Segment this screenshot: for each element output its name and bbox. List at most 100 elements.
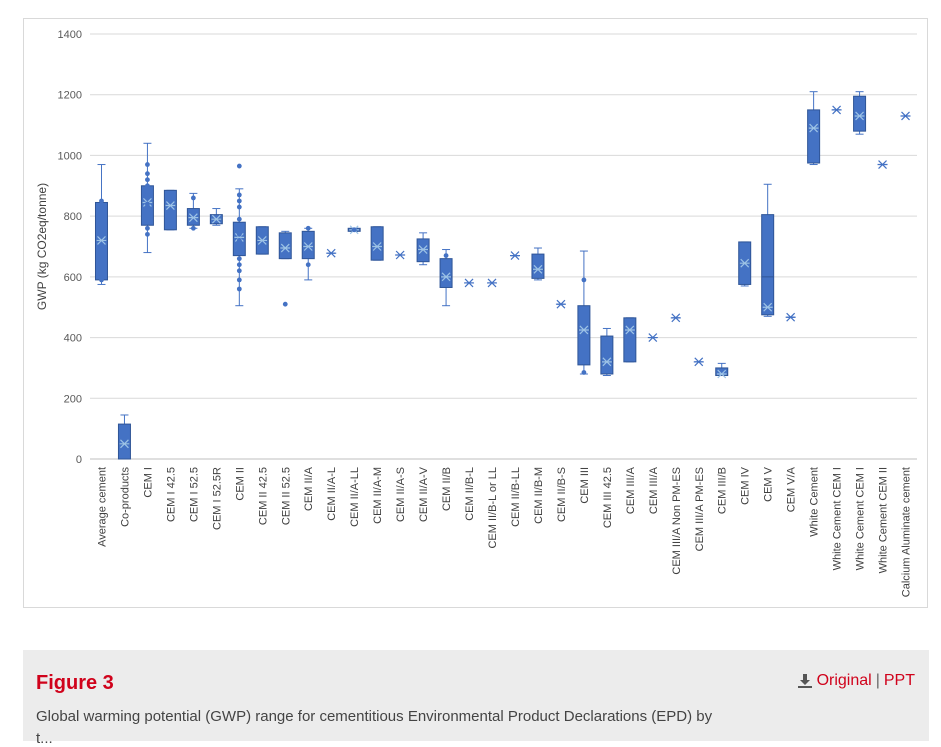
- box-21: [555, 299, 566, 309]
- x-tick-label: CEM II/B-S: [556, 467, 568, 522]
- box-iqr: [278, 232, 292, 260]
- x-tick-label: CEM III/A: [648, 466, 660, 514]
- box-plot-chart: 0 200 400 600 800 1000 1200 1400 GWP (kg CO2eq/t…: [35, 29, 917, 597]
- x-tick-label: Average cement: [96, 467, 108, 547]
- box-iqr: [370, 226, 384, 261]
- y-tick-label: 0: [76, 454, 82, 466]
- mean-marker: [372, 242, 383, 251]
- x-tick-label: CEM III/A PM-ES: [694, 467, 706, 551]
- x-tick-label: CEM II/A-V: [418, 466, 430, 522]
- box-iqr: [761, 214, 775, 316]
- mean-marker: [831, 105, 842, 115]
- box-iqr: [853, 95, 867, 132]
- box-iqr: [600, 335, 614, 375]
- x-tick-label: CEM II/B-LL: [510, 467, 522, 527]
- original-link[interactable]: Original: [816, 672, 872, 689]
- box-3: [140, 142, 154, 254]
- box-10: [301, 225, 315, 281]
- mean-marker: [739, 258, 750, 268]
- x-tick-label: CEM II/B-L: [464, 467, 476, 521]
- mean-marker: [555, 299, 566, 309]
- box-iqr: [301, 230, 315, 260]
- download-icon[interactable]: [797, 673, 813, 689]
- outlier-point: [305, 250, 311, 255]
- box-23: [600, 327, 614, 377]
- mean-marker: [441, 272, 452, 282]
- outlier-point: [145, 231, 150, 237]
- box-16: [439, 249, 453, 307]
- outlier-point: [145, 162, 150, 167]
- outlier-point: [145, 192, 150, 198]
- outlier-point: [305, 225, 311, 231]
- box-34: [853, 91, 867, 135]
- x-tick-label: CEM V/A: [786, 466, 798, 512]
- box-15: [416, 232, 430, 266]
- outlier-point: [236, 244, 242, 249]
- mean-marker: [119, 439, 130, 449]
- box-2: [117, 414, 131, 460]
- mean-marker: [509, 251, 520, 261]
- box-4: [163, 189, 177, 231]
- mean-marker: [395, 250, 406, 260]
- mean-marker: [693, 357, 704, 367]
- link-separator: |: [875, 672, 880, 689]
- mean-marker: [257, 236, 268, 245]
- outlier-point: [236, 256, 242, 262]
- box-13: [370, 226, 384, 261]
- mean-marker: [326, 248, 337, 258]
- box-1: [94, 164, 108, 285]
- ppt-link[interactable]: PPT: [883, 672, 915, 689]
- outlier-point: [99, 277, 104, 283]
- box-28: [715, 362, 729, 379]
- outlier-point: [145, 210, 150, 216]
- box-35: [877, 160, 888, 169]
- mean-marker: [716, 369, 727, 379]
- mean-marker: [808, 123, 819, 133]
- box-11: [326, 248, 337, 258]
- box-31: [785, 312, 796, 322]
- box-19: [509, 251, 520, 261]
- mean-marker: [96, 236, 107, 245]
- x-tick-label: CEM II/A-LL: [349, 467, 361, 527]
- outlier-point: [190, 195, 196, 201]
- box-24: [623, 317, 637, 363]
- x-tick-label: CEM II/B-M: [533, 467, 545, 524]
- box-9: [278, 230, 292, 307]
- outlier-point: [581, 370, 587, 375]
- mean-marker: [188, 213, 199, 223]
- x-tick-label: White Cement: [809, 467, 821, 537]
- box-22: [577, 250, 591, 375]
- box-8: [255, 226, 269, 255]
- mean-marker: [877, 160, 888, 169]
- box-36: [900, 111, 911, 121]
- x-tick-label: CEM III: [579, 467, 591, 504]
- x-tick-label: White Cement CEM II: [878, 467, 890, 573]
- mean-marker: [464, 278, 475, 288]
- box-17: [464, 278, 475, 288]
- outlier-point: [236, 231, 242, 237]
- box-iqr: [715, 367, 729, 377]
- x-tick-label: CEM II/A-S: [395, 467, 407, 522]
- box-iqr: [531, 253, 545, 279]
- mean-marker: [532, 264, 543, 274]
- box-6: [209, 208, 223, 226]
- mean-marker: [762, 302, 773, 312]
- outlier-point: [145, 177, 150, 183]
- chart-frame: 0 200 400 600 800 1000 1200 1400 GWP (kg CO2eq/t…: [23, 18, 928, 608]
- outlier-point: [145, 183, 150, 189]
- outlier-point: [351, 227, 357, 233]
- x-tick-label: CEM I 52.5: [188, 467, 200, 522]
- box-25: [647, 333, 658, 342]
- mean-marker: [578, 325, 589, 335]
- box-iqr: [163, 189, 177, 231]
- mean-marker: [211, 214, 222, 224]
- x-tick-label: Calcium Aluminate cement: [901, 467, 913, 597]
- outlier-point: [581, 277, 587, 283]
- outlier-point: [190, 225, 196, 231]
- outlier-point: [236, 192, 242, 198]
- outlier-point: [236, 216, 242, 222]
- mean-marker: [165, 201, 176, 210]
- y-tick-label: 800: [64, 211, 82, 223]
- outlier-point: [236, 238, 242, 243]
- mean-marker: [785, 312, 796, 322]
